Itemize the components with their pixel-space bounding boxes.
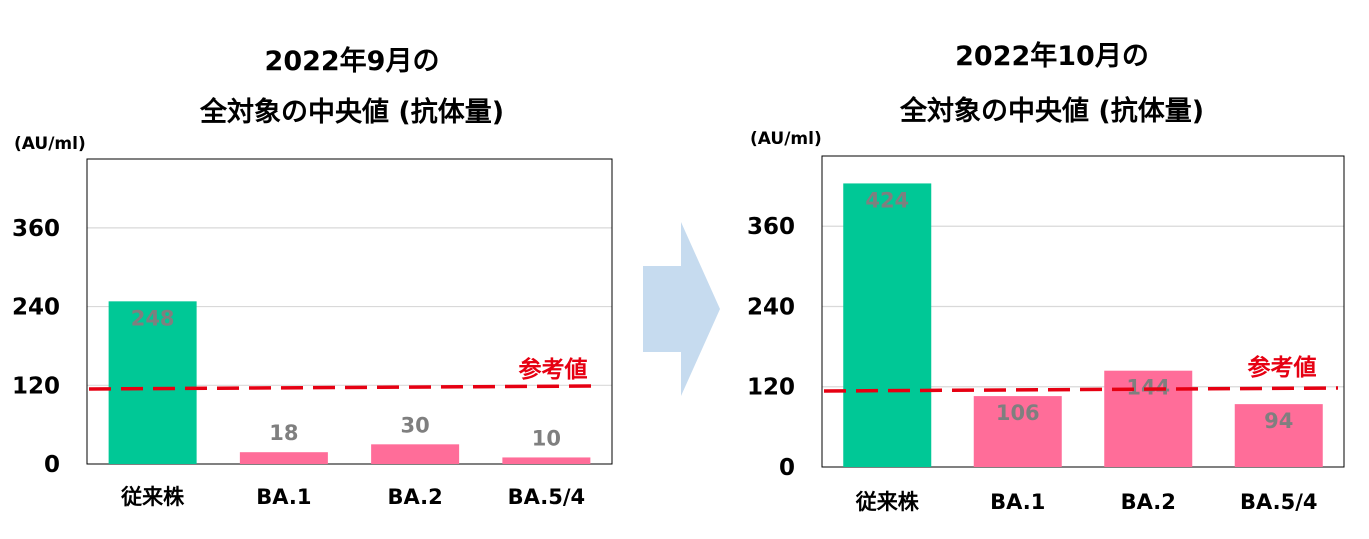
chart-oct-unit-label: (AU/ml) bbox=[750, 129, 822, 149]
bar bbox=[502, 457, 591, 464]
y-tick-label: 240 bbox=[747, 294, 795, 320]
data-label: 94 bbox=[1264, 409, 1293, 433]
x-category-label: BA.5/4 bbox=[508, 485, 586, 509]
x-category-label: BA.2 bbox=[1121, 490, 1176, 514]
bar bbox=[371, 444, 460, 464]
y-tick-label: 360 bbox=[747, 214, 795, 240]
data-label: 248 bbox=[131, 306, 175, 330]
chart-oct-plot-area: 0120240360424従来株106BA.1144BA.294BA.5/4参考… bbox=[747, 155, 1345, 514]
data-label: 106 bbox=[996, 401, 1040, 425]
y-tick-label: 120 bbox=[12, 373, 60, 399]
bar bbox=[1104, 370, 1193, 467]
data-label: 10 bbox=[532, 426, 561, 450]
x-category-label: BA.2 bbox=[388, 485, 443, 509]
reference-line bbox=[88, 384, 601, 391]
chart-sep-plot-area: 0 120 240 360 248 従来株 18 BA.1 30 BA.2 10 BA.5/4 参考値 bbox=[12, 158, 613, 509]
chart-sep-unit-label: (AU/ml) bbox=[14, 134, 86, 154]
chart-oct-title-line1: 2022年10月の bbox=[955, 40, 1149, 72]
y-tick-label: 0 bbox=[779, 455, 795, 481]
bar bbox=[239, 452, 328, 464]
data-label: 424 bbox=[865, 188, 909, 212]
chart-sep-title-line2: 全対象の中央値 (抗体量) bbox=[199, 96, 504, 128]
chart-oct: 2022年10月の 全対象の中央値 (抗体量) (AU/ml) 0 120 240 3… bbox=[747, 40, 1345, 514]
chart-oct-title-line2: 全対象の中央値 (抗体量) bbox=[899, 95, 1204, 127]
plot-frame bbox=[86, 158, 613, 465]
y-tick-label: 0 bbox=[44, 452, 60, 478]
y-tick-label: 360 bbox=[12, 216, 60, 242]
bar bbox=[973, 396, 1062, 467]
chart-sep: 2022年9月の 全対象の中央値 (抗体量) (AU/ml) 0 120 240 36… bbox=[12, 45, 613, 509]
plot-frame bbox=[821, 155, 1345, 468]
x-category-label: BA.1 bbox=[990, 490, 1045, 514]
reference-label: 参考値 bbox=[1248, 354, 1317, 381]
y-tick-label: 120 bbox=[747, 375, 795, 401]
reference-label: 参考値 bbox=[519, 356, 588, 383]
x-category-label: BA.5/4 bbox=[1240, 490, 1318, 514]
bar bbox=[843, 183, 932, 467]
data-label: 30 bbox=[401, 413, 430, 437]
data-label: 18 bbox=[269, 421, 298, 445]
x-category-label: 従来株 bbox=[120, 485, 185, 509]
x-category-label: BA.1 bbox=[256, 485, 311, 509]
reference-line bbox=[823, 386, 1339, 393]
x-category-label: 従来株 bbox=[855, 490, 920, 514]
bar bbox=[108, 301, 197, 464]
chart-sep-title-line1: 2022年9月の bbox=[265, 45, 440, 77]
bar bbox=[1234, 404, 1323, 467]
y-tick-label: 240 bbox=[12, 295, 60, 321]
right-arrow-icon bbox=[643, 222, 720, 396]
